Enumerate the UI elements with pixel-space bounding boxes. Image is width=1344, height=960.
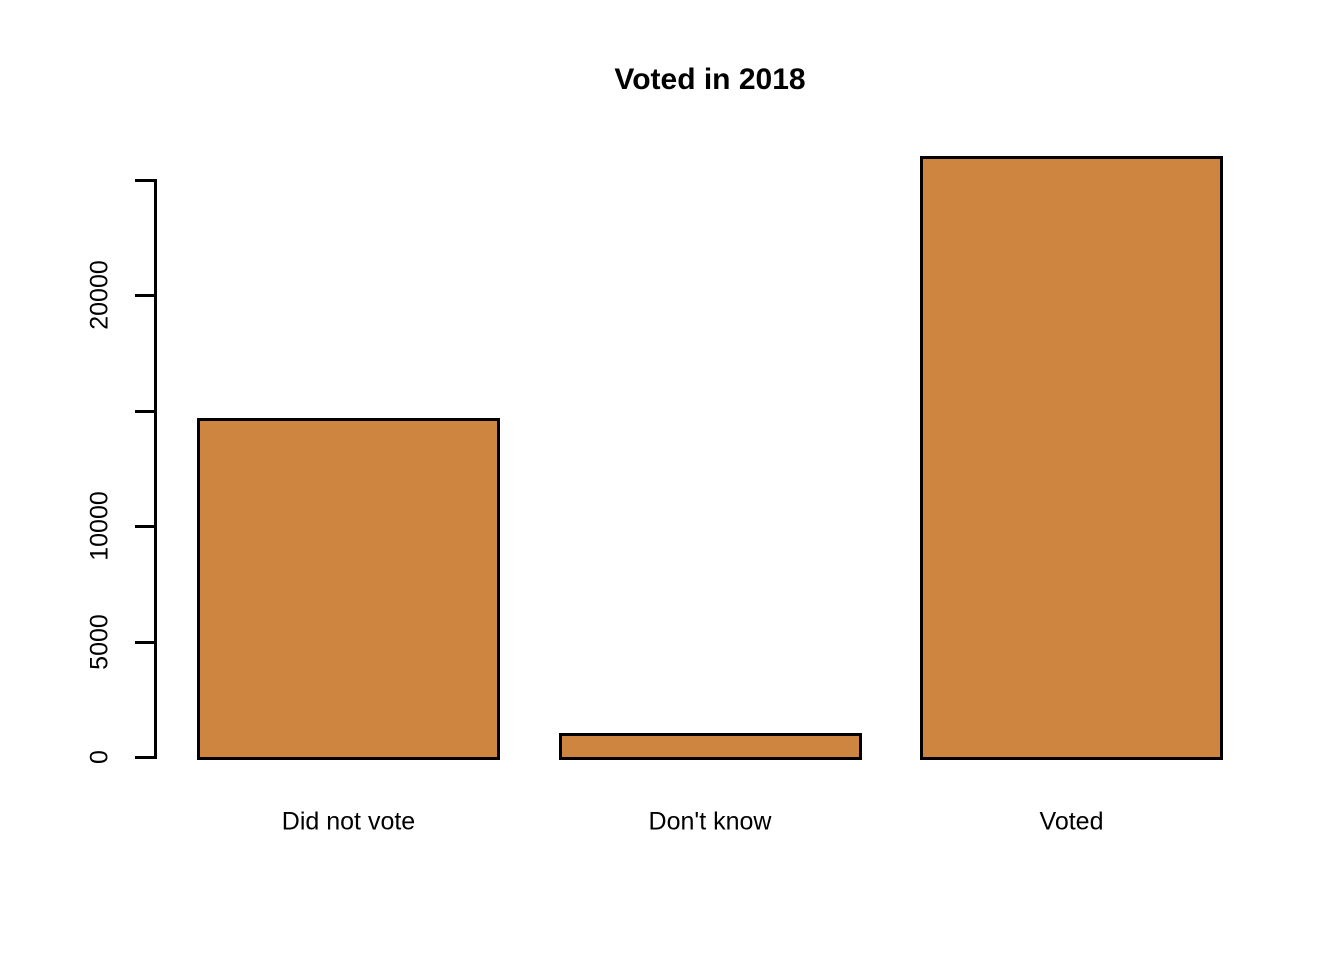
y-tick-25000 [135, 179, 154, 182]
y-tick-label-5000: 5000 [85, 613, 114, 670]
y-tick-5000 [135, 640, 154, 644]
y-tick-15000 [135, 409, 154, 413]
y-tick-0 [135, 756, 154, 759]
bar-don-t-know [558, 732, 862, 760]
y-tick-20000 [135, 294, 154, 298]
y-axis-line [154, 179, 157, 759]
bar-did-not-vote [197, 417, 500, 760]
y-tick-label-20000: 20000 [85, 260, 114, 331]
chart-title: Voted in 2018 [614, 63, 806, 96]
x-tick-label-voted: Voted [1039, 807, 1104, 836]
x-tick-label-don-t-know: Don't know [648, 807, 772, 836]
y-tick-label-0: 0 [85, 750, 114, 764]
x-tick-label-did-not-vote: Did not vote [281, 807, 416, 836]
bar-voted [920, 155, 1223, 760]
y-tick-10000 [135, 525, 154, 529]
y-tick-label-10000: 10000 [85, 491, 114, 561]
